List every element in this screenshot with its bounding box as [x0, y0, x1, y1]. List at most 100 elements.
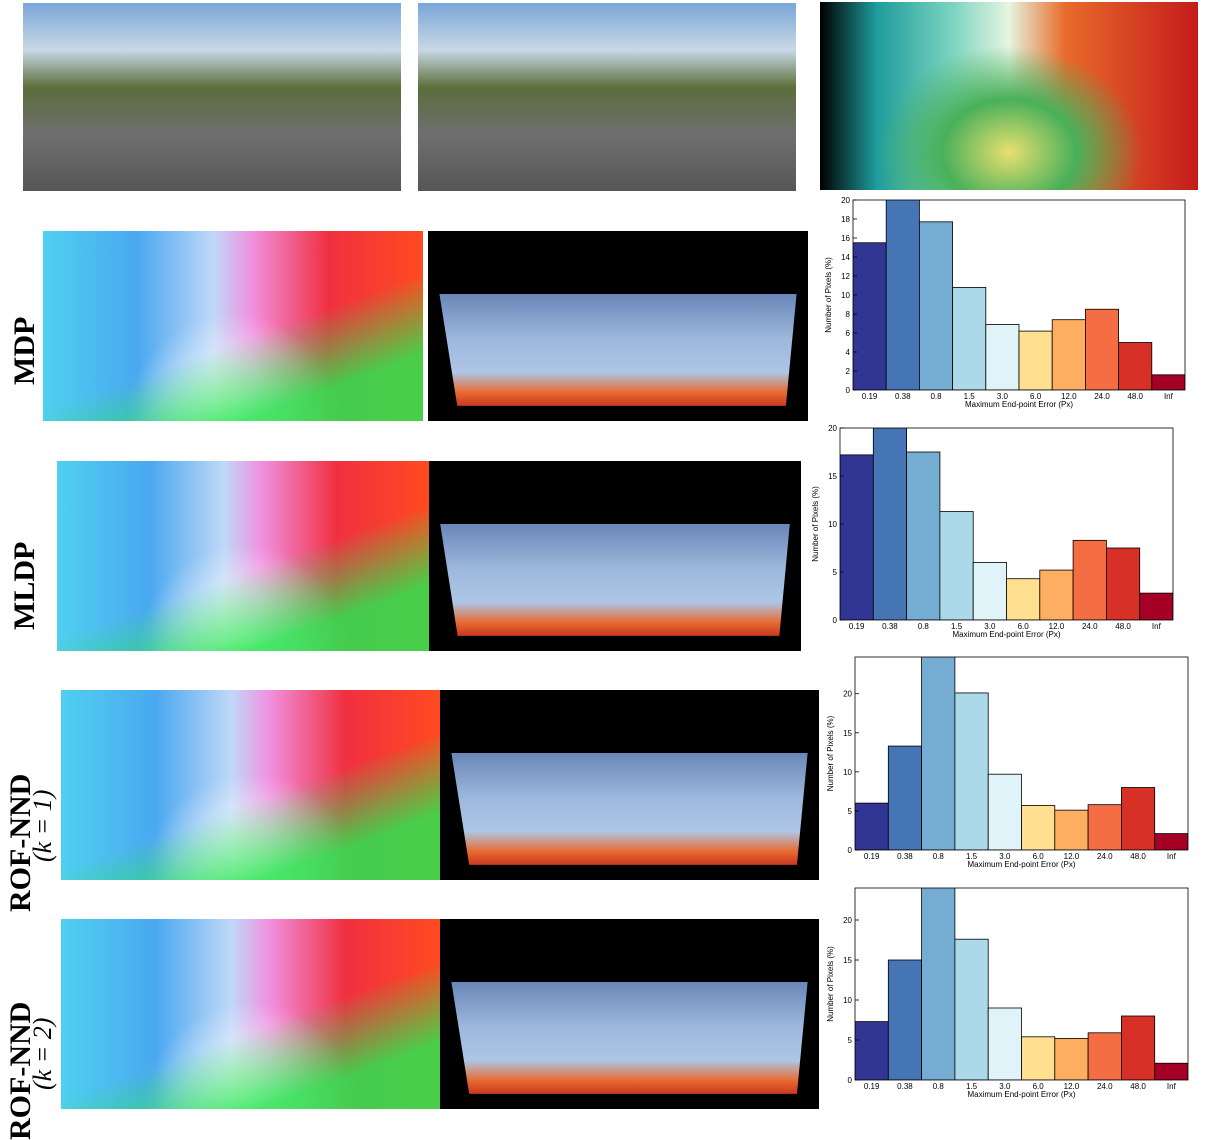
y-axis-label: Number of Pixels (%): [826, 946, 835, 1022]
x-tick-label: 0.8: [933, 852, 945, 861]
bar: [853, 242, 887, 390]
bar: [921, 888, 956, 1080]
x-tick-label: 1.5: [966, 1082, 978, 1091]
bar: [1072, 539, 1107, 620]
y-tick-label: 4: [846, 348, 851, 357]
x-tick-label: 0.38: [895, 392, 911, 401]
bar: [1006, 578, 1041, 620]
plot-frame: [839, 427, 1174, 621]
x-tick-label: Inf: [1152, 622, 1162, 631]
x-tick-label: 0.19: [864, 852, 880, 861]
bar: [939, 511, 974, 620]
x-tick-label: 48.0: [1127, 392, 1143, 401]
bar: [906, 451, 941, 620]
y-tick-label: 0: [848, 846, 853, 855]
y-tick-label: 15: [828, 472, 837, 481]
x-tick-label: 0.19: [849, 622, 865, 631]
bar: [855, 802, 889, 850]
left-image: [23, 3, 401, 191]
bar: [855, 1021, 889, 1080]
bar: [921, 657, 956, 850]
y-tick-label: 10: [841, 291, 850, 300]
x-tick-label: 0.38: [882, 622, 898, 631]
bar: [987, 1007, 1022, 1080]
bar: [1120, 787, 1156, 850]
bar: [1105, 547, 1141, 620]
x-tick-label: 48.0: [1130, 1082, 1146, 1091]
bar: [1018, 330, 1053, 390]
bar: [1154, 833, 1188, 850]
y-tick-label: 20: [828, 424, 837, 433]
x-tick-label: 48.0: [1115, 622, 1131, 631]
x-tick-label: 0.38: [897, 1082, 913, 1091]
y-axis-label: Number of Pixels (%): [811, 486, 820, 562]
bar: [1054, 809, 1089, 850]
bar: [1051, 319, 1086, 390]
x-tick-label: 24.0: [1097, 852, 1113, 861]
histogram: 0.19 0.38 0.8 1.5 3.0 6.0 12.0 24.0 48.0 Inf 0 2 4 6 8…: [824, 196, 1186, 409]
row-label: MDP: [8, 316, 41, 385]
x-tick-label: 24.0: [1082, 622, 1098, 631]
y-tick-label: 10: [843, 768, 852, 777]
bar: [1120, 1015, 1156, 1080]
bar: [885, 200, 920, 390]
bar: [840, 454, 874, 620]
bar: [1039, 569, 1074, 620]
y-tick-label: 0: [848, 1076, 853, 1085]
right-image: [418, 3, 796, 191]
x-tick-label: 0.38: [897, 852, 913, 861]
x-tick-label: 12.0: [1049, 622, 1065, 631]
bar: [1151, 374, 1185, 390]
x-tick-label: 1.5: [966, 852, 978, 861]
y-tick-label: 8: [846, 310, 851, 319]
bar: [872, 428, 908, 620]
row-sublabel: (k = 1): [28, 789, 57, 862]
x-tick-label: 0.8: [930, 392, 942, 401]
ground-truth: [820, 2, 1198, 190]
x-tick-label: 12.0: [1061, 392, 1077, 401]
figure: MDP MLDP ROF-NND (k = 1) ROF-NND (k = 2)…: [0, 0, 1205, 1110]
bar: [1087, 1032, 1122, 1080]
x-tick-label: 3.0: [997, 392, 1009, 401]
bar: [972, 561, 1007, 620]
y-tick-label: 10: [828, 520, 837, 529]
flow-image: [43, 231, 423, 421]
y-tick-label: 20: [843, 690, 852, 699]
x-tick-label: 1.5: [951, 622, 963, 631]
error-image: [428, 231, 808, 421]
y-tick-label: 12: [841, 272, 850, 281]
x-tick-label: 12.0: [1064, 1082, 1080, 1091]
bar: [1084, 308, 1119, 390]
y-tick-label: 10: [843, 996, 852, 1005]
bar: [919, 221, 954, 390]
x-tick-label: 48.0: [1130, 852, 1146, 861]
flow-image: [57, 461, 429, 651]
bar: [1118, 342, 1153, 390]
bar: [985, 324, 1020, 390]
bar: [887, 959, 923, 1080]
bar: [1021, 805, 1056, 850]
row-sublabel: (k = 2): [28, 1017, 57, 1090]
bar: [952, 287, 987, 390]
y-axis-label: Number of Pixels (%): [824, 257, 833, 333]
y-tick-label: 20: [843, 916, 852, 925]
y-tick-label: 2: [846, 367, 851, 376]
x-tick-label: 12.0: [1064, 852, 1080, 861]
flow-image: [61, 919, 440, 1109]
plot-frame: [854, 887, 1189, 1081]
y-tick-label: 5: [848, 807, 853, 816]
histogram: 0.19 0.38 0.8 1.5 3.0 6.0 12.0 24.0 48.0 Inf 0 5 10 1…: [826, 656, 1189, 869]
y-tick-label: 0: [833, 616, 838, 625]
bar: [954, 692, 989, 850]
x-tick-label: 6.0: [1030, 392, 1042, 401]
error-image: [440, 690, 819, 880]
row-label: MLDP: [8, 541, 41, 630]
y-tick-label: 0: [846, 386, 851, 395]
y-tick-label: 5: [848, 1036, 853, 1045]
x-tick-label: 6.0: [1033, 1082, 1045, 1091]
bar: [954, 938, 989, 1080]
histogram: 0.19 0.38 0.8 1.5 3.0 6.0 12.0 24.0 48.0 Inf 0 5 10 1…: [826, 887, 1189, 1099]
x-tick-label: 3.0: [999, 852, 1011, 861]
bar: [887, 745, 923, 850]
bar: [1021, 1036, 1056, 1080]
